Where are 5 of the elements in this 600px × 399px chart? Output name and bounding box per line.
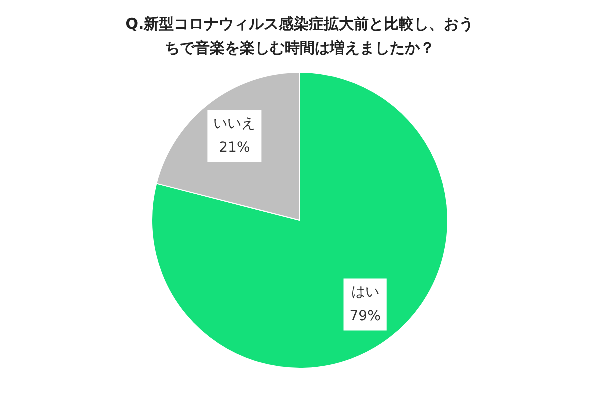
chart-title: Q.新型コロナウィルス感染症拡大前と比較し、おうちで音楽を楽しむ時間は増えましたか？ — [125, 14, 475, 59]
data-label: 21% — [219, 140, 250, 156]
slice-label: はい — [351, 284, 380, 300]
data-label: 79% — [350, 308, 381, 324]
slice-label: いいえ — [214, 116, 256, 132]
